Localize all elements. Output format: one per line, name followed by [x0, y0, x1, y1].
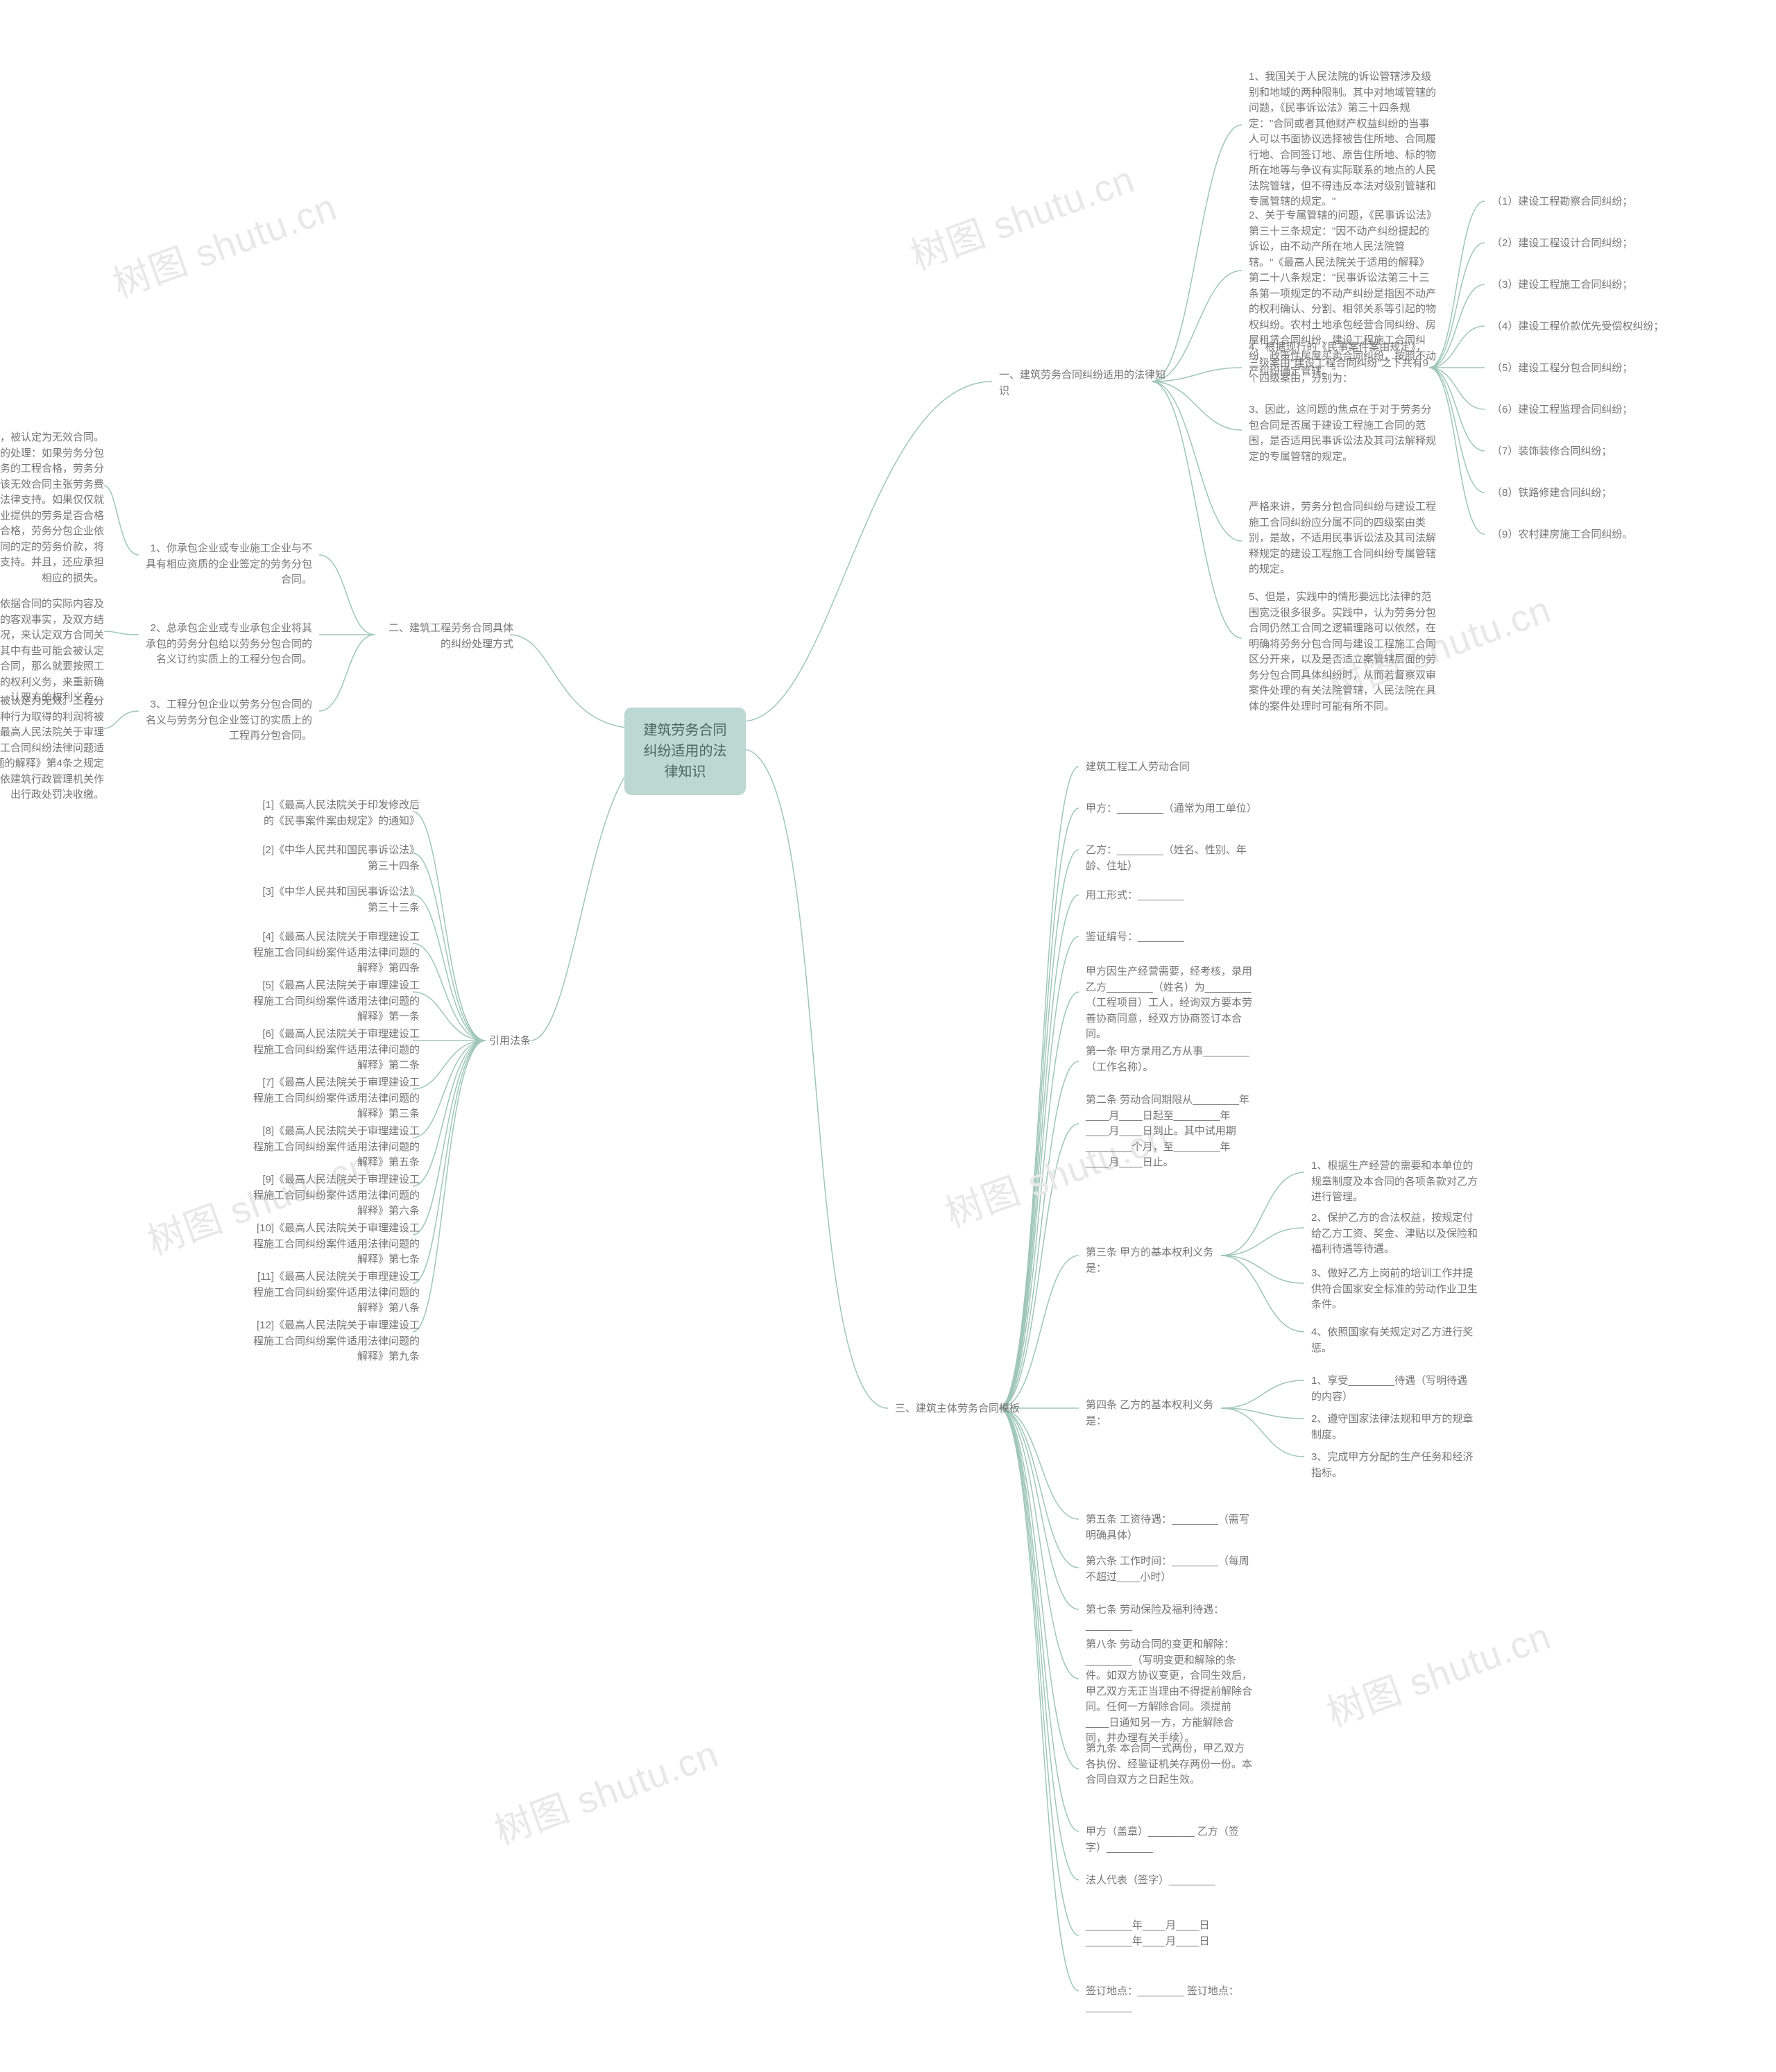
b4-13: 甲方（盖章）________ 乙方（签字）________ — [1086, 1824, 1252, 1856]
b1-n5: 5、但是，实践中的情形要远比法律的范围宽泛很多很多。实践中，认为劳务分包合同仍然… — [1249, 590, 1436, 714]
b4-s3-3: 3、做好乙方上岗前的培训工作并提供符合国家安全标准的劳动作业卫生条件。 — [1311, 1266, 1478, 1313]
b1-n4-6: （6）建设工程监理合同纠纷； — [1492, 402, 1632, 418]
b2-n1: 1、你承包企业或专业施工企业与不具有相应资质的企业签定的劳务分包合同。 — [146, 541, 312, 588]
b4-s4: 第四条 乙方的基本权利义务是： — [1086, 1398, 1214, 1429]
root-node: 建筑劳务合同纠纷适用的法律知识 — [624, 708, 746, 795]
branch-1-title: 一、建筑劳务合同纠纷适用的法律知识 — [999, 368, 1166, 399]
b4-4: 鉴证编号：________ — [1086, 930, 1184, 945]
b1-n4-3: （3）建设工程施工合同纠纷； — [1492, 277, 1632, 293]
b2-n3: 3、工程分包企业以劳务分包合同的名义与劳务分包企业签订的实质上的工程再分包合同。 — [146, 697, 312, 744]
b3-3: [3]《中华人民共和国民事诉讼法》第三十三条 — [253, 884, 420, 916]
b4-11: 第八条 劳动合同的变更和解除：________（写明变更和解除的条件。如双方协议… — [1086, 1637, 1252, 1747]
b4-2: 乙方：________（姓名、性别、年龄、住址） — [1086, 843, 1252, 874]
b1-n1: 1、我国关于人民法院的诉讼管辖涉及级别和地域的两种限制。其中对地域管辖的问题，《… — [1249, 69, 1436, 210]
b3-8: [8]《最高人民法院关于审理建设工程施工合同纠纷案件适用法律问题的解释》第五条 — [253, 1124, 420, 1171]
watermark: 树图 shutu.cn — [1318, 1605, 1557, 1737]
b3-1: [1]《最高人民法院关于印发修改后的《民事案件案由规定》的通知》 — [253, 798, 420, 829]
b4-1: 甲方：________（通常为用工单位） — [1086, 801, 1252, 817]
b3-2: [2]《中华人民共和国民事诉讼法》第三十四条 — [253, 843, 420, 874]
b2-n2-desc: 这种合同将依据合同的实际内容及建设施工中的客观事实，及双方结算的具体情况，来认定… — [0, 597, 104, 706]
b4-0: 建筑工程工人劳动合同 — [1086, 760, 1190, 776]
branch-2-title: 二、建筑工程劳务合同具体的纠纷处理方式 — [385, 621, 513, 652]
b4-14: 法人代表（签字）________ — [1086, 1873, 1215, 1889]
b1-n4: 4、根据现行的《民事案件案由规定》，三级案由"建设工程合同纠纷"之下共有9个四级… — [1249, 340, 1436, 387]
watermark: 树图 shutu.cn — [902, 148, 1141, 280]
b1-n4b: 严格来讲，劳务分包合同纠纷与建设工程施工合同纠纷应分属不同的四级案由类别，是故，… — [1249, 499, 1436, 578]
b4-6: 第一条 甲方录用乙方从事________（工作名称）。 — [1086, 1044, 1252, 1075]
b4-s3: 第三条 甲方的基本权利义务是： — [1086, 1245, 1214, 1276]
b4-7: 第二条 劳动合同期限从________年____月____日起至________… — [1086, 1093, 1252, 1171]
b3-4: [4]《最高人民法院关于审理建设工程施工合同纠纷案件适用法律问题的解释》第四条 — [253, 930, 420, 977]
b3-5: [5]《最高人民法院关于审理建设工程施工合同纠纷案件适用法律问题的解释》第一条 — [253, 978, 420, 1025]
branch-3-title: 引用法条 — [489, 1034, 531, 1050]
b4-8: 第五条 工资待遇：________（需写明确具体） — [1086, 1512, 1252, 1543]
b4-15: ________年____月____日 ________年____月____日 — [1086, 1918, 1252, 1949]
b1-n4-2: （2）建设工程设计合同纠纷； — [1492, 236, 1632, 252]
b3-9: [9]《最高人民法院关于审理建设工程施工合同纠纷案件适用法律问题的解释》第六条 — [253, 1172, 420, 1219]
b4-16: 签订地点：________ 签订地点：________ — [1086, 1984, 1252, 2015]
b2-n1-desc: 这样的合同，被认定为无效合同。合同无效后的处理：如果劳务分包企业提供劳务的工程合… — [0, 430, 104, 586]
b1-n3: 3、因此，这问题的焦点在于对于劳务分包合同是否属于建设工程施工合同的范围，是否适… — [1249, 402, 1436, 465]
b4-s4-1: 1、享受________待遇（写明待遇的内容） — [1311, 1373, 1478, 1405]
b3-6: [6]《最高人民法院关于审理建设工程施工合同纠纷案件适用法律问题的解释》第二条 — [253, 1027, 420, 1074]
b1-n4-1: （1）建设工程勘察合同纠纷； — [1492, 194, 1632, 210]
b4-10: 第七条 劳动保险及福利待遇：________ — [1086, 1602, 1252, 1634]
b4-9: 第六条 工作时间：________（每周不超过____小时） — [1086, 1554, 1252, 1585]
b1-n4-8: （8）铁路修建合同纠纷； — [1492, 486, 1612, 502]
b4-5: 甲方因生产经营需要，经考核，录用乙方________（姓名）为________（… — [1086, 964, 1252, 1043]
b4-s4-3: 3、完成甲方分配的生产任务和经济指标。 — [1311, 1450, 1478, 1481]
b2-n2: 2、总承包企业或专业承包企业将其承包的劳务分包给以劳务分包合同的名义订约实质上的… — [146, 621, 312, 668]
b1-n4-5: （5）建设工程分包合同纠纷； — [1492, 361, 1632, 377]
b4-s3-1: 1、根据生产经营的需要和本单位的规章制度及本合同的各项条款对乙方进行管理。 — [1311, 1158, 1478, 1206]
watermark: 树图 shutu.cn — [104, 176, 343, 308]
b3-7: [7]《最高人民法院关于审理建设工程施工合同纠纷案件适用法律问题的解释》第三条 — [253, 1075, 420, 1122]
b1-n4-4: （4）建设工程价款优先受偿权纠纷； — [1492, 319, 1664, 335]
b4-12: 第九条 本合同一式两份，甲乙双方各执份、经鉴证机关存两份一份。本合同自双方之日起… — [1086, 1741, 1252, 1788]
b4-s3-2: 2、保护乙方的合法权益，按规定付给乙方工资、奖金、津贴以及保险和福利待遇等待遇。 — [1311, 1210, 1478, 1258]
b4-3: 用工形式：________ — [1086, 888, 1184, 904]
b4-s3-4: 4、依照国家有关规定对乙方进行奖惩。 — [1311, 1325, 1478, 1356]
b3-11: [11]《最高人民法院关于审理建设工程施工合同纠纷案件适用法律问题的解释》第八条 — [253, 1269, 420, 1317]
b1-n4-9: （9）农村建房施工合同纠纷。 — [1492, 527, 1632, 543]
b4-s4-2: 2、遵守国家法律法规和甲方的规章制度。 — [1311, 1412, 1478, 1443]
watermark: 树图 shutu.cn — [486, 1723, 725, 1855]
b3-12: [12]《最高人民法院关于审理建设工程施工合同纠纷案件适用法律问题的解释》第九条 — [253, 1318, 420, 1365]
b3-10: [10]《最高人民法院关于审理建设工程施工合同纠纷案件适用法律问题的解释》第七条 — [253, 1221, 420, 1268]
branch-4-title: 三、建筑主体劳务合同模板 — [895, 1401, 1020, 1417]
b1-n4-7: （7）装饰装修合同纠纷； — [1492, 444, 1612, 460]
b2-n3-desc: 这种合同将被认定为无效。工程分包企业因此种行为取得的利润将被法院依据《最高人民法… — [0, 694, 104, 803]
